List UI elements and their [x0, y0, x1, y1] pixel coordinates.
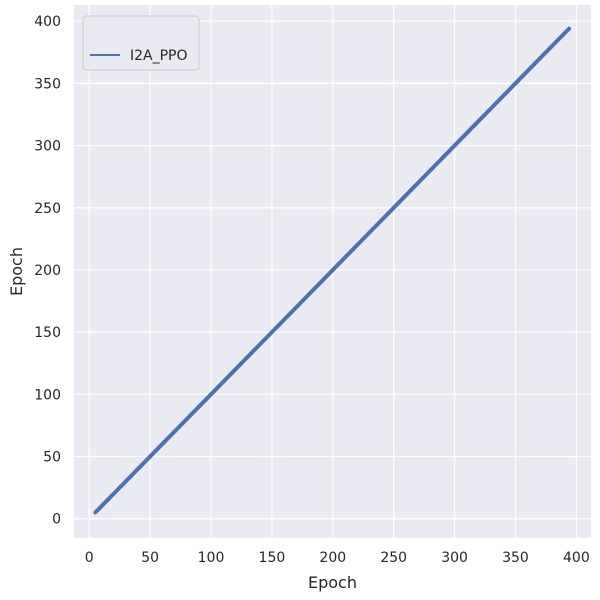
x-tick-label: 100 [198, 550, 225, 566]
series-line [93, 26, 572, 515]
x-tick-labels: 0 50 100 150 200 250 300 350 400 [85, 550, 590, 566]
y-tick-label: 200 [34, 263, 61, 279]
y-tick-label: 250 [34, 201, 61, 217]
y-tick-label: 100 [34, 387, 61, 403]
x-axis-label: Epoch [308, 573, 357, 592]
legend: I2A_PPO [82, 15, 200, 71]
legend-label: I2A_PPO [130, 48, 188, 64]
y-tick-label: 400 [34, 14, 61, 30]
x-tick-label: 250 [380, 550, 407, 566]
y-tick-label: 0 [52, 512, 61, 528]
x-tick-label: 50 [141, 550, 159, 566]
y-axis-label: Epoch [7, 247, 26, 296]
legend-box [82, 15, 200, 71]
x-tick-label: 300 [441, 550, 468, 566]
x-tick-label: 200 [319, 550, 346, 566]
y-tick-label: 50 [43, 450, 61, 466]
x-tick-label: 350 [502, 550, 529, 566]
x-tick-label: 0 [85, 550, 94, 566]
y-tick-labels: 0 50 100 150 200 250 300 350 400 [34, 14, 61, 528]
x-tick-label: 150 [259, 550, 286, 566]
y-tick-label: 300 [34, 139, 61, 155]
y-tick-label: 150 [34, 325, 61, 341]
series-group [93, 26, 572, 515]
x-tick-label: 400 [563, 550, 590, 566]
y-tick-label: 350 [34, 76, 61, 92]
